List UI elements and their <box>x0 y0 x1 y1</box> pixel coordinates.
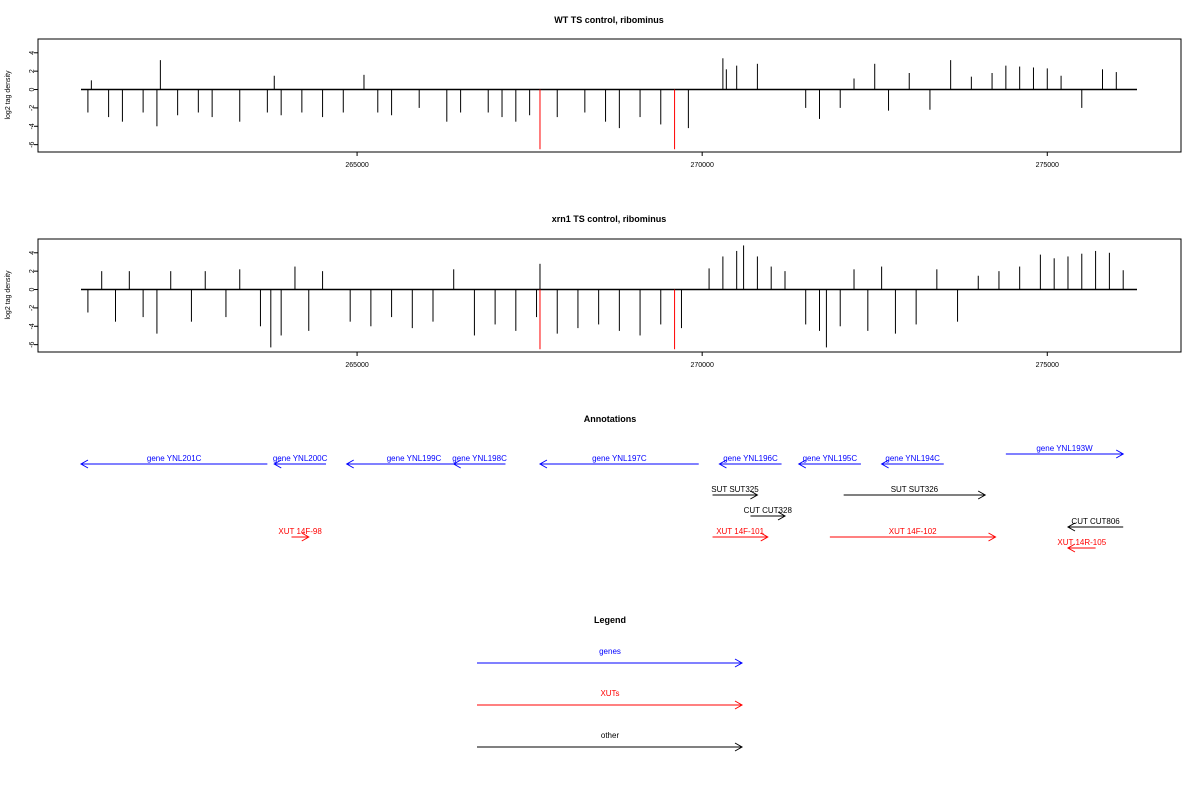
annotation-label: SUT SUT325 <box>711 485 759 494</box>
panel-title-wt: WT TS control, ribominus <box>554 15 664 25</box>
annotation-feature: gene YNL201C <box>79 454 268 469</box>
bars-xrn1 <box>81 245 1137 350</box>
annotation-feature: SUT SUT325 <box>711 485 759 500</box>
annotation-label: gene YNL196C <box>723 454 778 463</box>
annotation-label: gene YNL200C <box>273 454 328 463</box>
x-tick-label: 265000 <box>345 362 368 369</box>
y-tick-label: 2 <box>29 269 36 273</box>
annotation-arrowhead <box>977 490 987 500</box>
annotation-arrowhead <box>880 459 889 469</box>
annotation-label: gene YNL198C <box>452 454 507 463</box>
annotation-label: gene YNL197C <box>592 454 647 463</box>
y-tick-label: -2 <box>29 305 36 311</box>
y-tick-label: -6 <box>29 141 36 147</box>
annotation-label: SUT SUT326 <box>891 485 939 494</box>
annotation-feature: XUT 14F-98 <box>278 527 322 542</box>
x-tick-label: 275000 <box>1036 162 1059 169</box>
y-tick-label: 2 <box>29 69 36 73</box>
wt-coverage-panel: WT TS control, ribominus log2 tag densit… <box>5 15 1182 169</box>
legend-arrowhead <box>734 700 744 710</box>
annotation-arrowhead <box>345 459 354 469</box>
annotation-feature: CUT CUT328 <box>744 506 793 521</box>
y-tick-label: -4 <box>29 323 36 329</box>
y-axis-label-xrn1: log2 tag density <box>5 270 12 320</box>
legend-arrowhead <box>734 742 744 752</box>
legend-label: other <box>601 731 620 740</box>
annotations-track: Annotations gene YNL201C gene YNL200C gene… <box>79 414 1125 553</box>
legend-item: other <box>477 731 744 752</box>
y-axis-label-wt: log2 tag density <box>5 70 12 120</box>
annotation-feature: XUT 14F-102 <box>829 527 997 542</box>
annotation-feature: gene YNL196C <box>718 454 782 469</box>
annotation-arrowhead <box>538 459 548 469</box>
bars-wt <box>81 58 1137 150</box>
xrn1-coverage-panel: xrn1 TS control, ribominus log2 tag dens… <box>5 214 1182 369</box>
annotation-arrowhead <box>79 459 89 469</box>
y-axis-xrn1: -6 -4 -2 0 2 4 <box>29 251 38 348</box>
annotation-feature: CUT CUT806 <box>1066 517 1124 532</box>
plot-frame-wt <box>37 38 1182 153</box>
annotation-feature: gene YNL193W <box>1005 444 1125 459</box>
x-tick-label: 270000 <box>690 362 713 369</box>
y-tick-label: 0 <box>29 287 36 291</box>
x-axis-wt: 265000 270000 275000 <box>345 152 1059 169</box>
annotation-label: gene YNL199C <box>387 454 442 463</box>
annotation-arrowhead <box>777 511 787 521</box>
y-tick-label: 4 <box>29 251 36 255</box>
annotation-label: CUT CUT328 <box>744 506 793 515</box>
legend: Legend genes XUTs other <box>477 615 744 752</box>
annotation-arrowhead <box>1115 449 1125 459</box>
annotation-label: gene YNL194C <box>885 454 940 463</box>
annotation-label: gene YNL193W <box>1036 444 1093 453</box>
annotation-feature: XUT 14F-101 <box>712 527 769 542</box>
plot-frame-xrn1 <box>37 238 1182 353</box>
annotation-arrowhead <box>273 459 282 469</box>
annotation-feature: gene YNL194C <box>880 454 944 469</box>
x-tick-label: 265000 <box>345 162 368 169</box>
y-tick-label: 0 <box>29 87 36 91</box>
annotation-label: CUT CUT806 <box>1071 517 1120 526</box>
annotation-arrowhead <box>1066 522 1076 532</box>
annotations-title: Annotations <box>584 414 637 424</box>
x-tick-label: 275000 <box>1036 362 1059 369</box>
annotation-arrowhead <box>1066 543 1076 553</box>
annotation-feature: XUT 14R-105 <box>1057 538 1107 553</box>
annotation-label: XUT 14F-102 <box>889 527 937 536</box>
legend-title: Legend <box>594 615 626 625</box>
annotation-arrowhead <box>797 459 807 469</box>
annotation-feature: gene YNL198C <box>452 454 507 469</box>
annotation-label: gene YNL201C <box>147 454 202 463</box>
x-tick-label: 270000 <box>690 162 713 169</box>
annotation-arrowhead <box>760 532 769 542</box>
annotation-arrowhead <box>301 532 310 542</box>
legend-arrowhead <box>734 658 744 668</box>
annotation-feature: gene YNL200C <box>273 454 328 469</box>
y-axis-wt: -6 -4 -2 0 2 4 <box>29 51 38 148</box>
x-axis-xrn1: 265000 270000 275000 <box>345 352 1059 369</box>
annotation-label: XUT 14F-98 <box>278 527 322 536</box>
annotation-feature: gene YNL195C <box>797 454 861 469</box>
annotation-arrowhead <box>750 490 759 500</box>
legend-items: genes XUTs other <box>477 647 744 752</box>
legend-item: XUTs <box>477 689 744 710</box>
annotation-arrowhead <box>718 459 727 469</box>
panel-title-xrn1: xrn1 TS control, ribominus <box>552 214 667 224</box>
legend-item: genes <box>477 647 744 668</box>
annotation-features: gene YNL201C gene YNL200C gene YNL199C gene… <box>79 444 1125 553</box>
annotation-arrowhead <box>988 532 997 542</box>
annotation-feature: SUT SUT326 <box>843 485 987 500</box>
legend-label: genes <box>599 647 621 656</box>
legend-label: XUTs <box>600 689 619 698</box>
y-tick-label: 4 <box>29 51 36 55</box>
annotation-feature: gene YNL197C <box>538 454 699 469</box>
y-tick-label: -6 <box>29 341 36 347</box>
annotation-label: gene YNL195C <box>803 454 858 463</box>
annotation-label: XUT 14F-101 <box>716 527 764 536</box>
annotation-arrowhead <box>452 459 461 469</box>
y-tick-label: -2 <box>29 105 36 111</box>
y-tick-label: -4 <box>29 123 36 129</box>
annotation-label: XUT 14R-105 <box>1057 538 1106 547</box>
